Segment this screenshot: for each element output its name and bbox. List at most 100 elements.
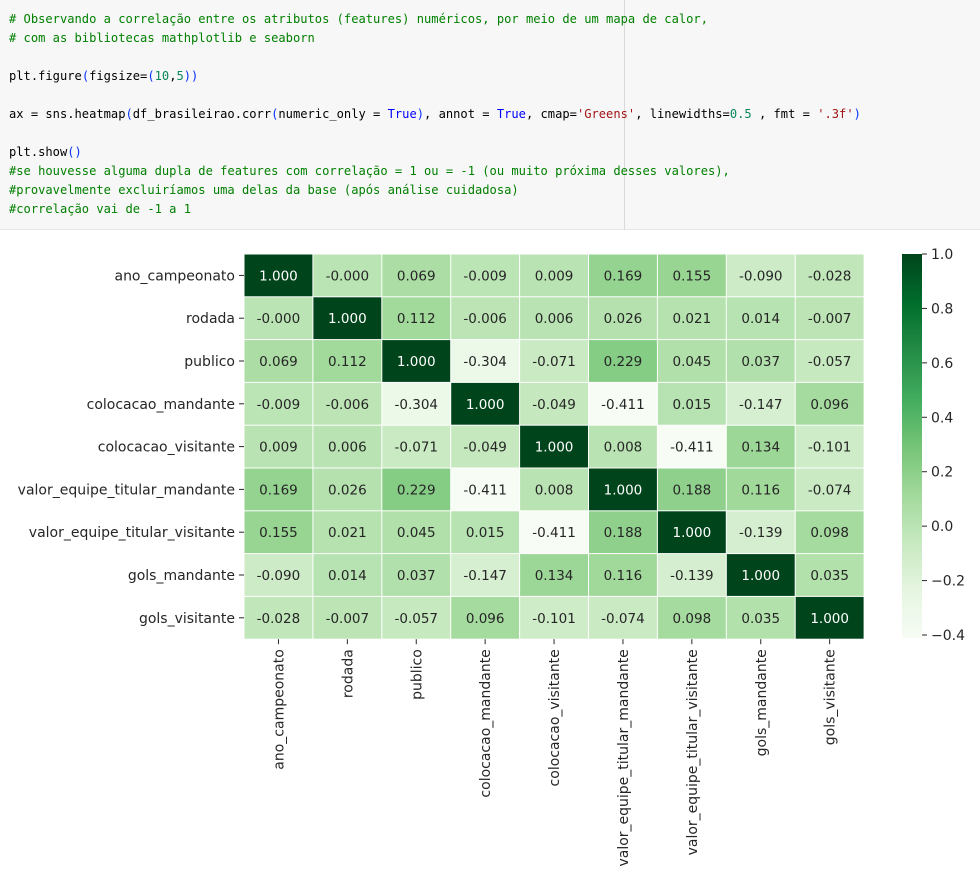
heatmap-cell bbox=[244, 468, 313, 511]
code-token: )) bbox=[183, 69, 199, 83]
cell-annotation: 1.000 bbox=[741, 568, 780, 584]
y-tick-label: rodada bbox=[186, 311, 235, 327]
heatmap-cell bbox=[657, 554, 726, 596]
cell-annotation: 0.155 bbox=[673, 268, 712, 284]
cell-annotation: -0.411 bbox=[601, 397, 645, 413]
cell-annotation: -0.139 bbox=[739, 525, 783, 541]
cell-annotation: 0.096 bbox=[466, 611, 505, 627]
cell-annotation: -0.304 bbox=[394, 397, 438, 413]
heatmap-cell bbox=[795, 468, 864, 511]
heatmap-cells: 1.000 -0.000 0.069 -0.009 0.009 0.169 0.155 -0.… bbox=[244, 254, 864, 639]
x-tick-label: gols_visitante bbox=[823, 649, 839, 745]
cell-annotation: 0.188 bbox=[673, 482, 712, 498]
cell-annotation: -0.147 bbox=[739, 397, 783, 413]
cell-annotation: 1.000 bbox=[604, 482, 643, 498]
code-token: ( bbox=[147, 69, 155, 83]
heatmap-cell bbox=[244, 254, 313, 297]
cell-annotation: -0.411 bbox=[463, 482, 507, 498]
cell-annotation: 0.037 bbox=[741, 354, 780, 370]
cell-annotation: -0.101 bbox=[532, 611, 576, 627]
code-line: #se houvesse alguma dupla de features co… bbox=[9, 164, 730, 178]
cell-annotation: -0.090 bbox=[739, 268, 783, 284]
heatmap-cell bbox=[244, 297, 313, 340]
heatmap-cell bbox=[726, 425, 795, 468]
cell-annotation: 0.169 bbox=[604, 268, 643, 284]
code-token: 'Greens' bbox=[576, 107, 636, 121]
cell-annotation: -0.028 bbox=[808, 268, 852, 284]
code-token: #se houvesse alguma dupla de features co… bbox=[9, 164, 730, 178]
heatmap-cell bbox=[451, 340, 520, 382]
cell-annotation: -0.147 bbox=[463, 568, 507, 584]
heatmap-cell bbox=[795, 254, 864, 297]
code-line: plt.figure(figsize=(10,5)) bbox=[9, 69, 198, 83]
colorbar-gradient bbox=[902, 254, 922, 638]
heatmap-cell bbox=[657, 297, 726, 340]
code-token: # Observando a correlação entre os atrib… bbox=[9, 12, 708, 26]
heatmap-cell bbox=[589, 468, 657, 511]
cell-annotation: 0.116 bbox=[741, 482, 780, 498]
x-tick-label: rodada bbox=[340, 649, 356, 698]
heatmap-cell bbox=[451, 468, 520, 511]
code-token: ) bbox=[853, 107, 861, 121]
cell-annotation: -0.139 bbox=[670, 568, 714, 584]
x-tick-label: publico bbox=[409, 649, 425, 700]
cell-annotation: 0.021 bbox=[328, 525, 367, 541]
code-line: plt.show() bbox=[9, 145, 82, 159]
heatmap-cell bbox=[657, 340, 726, 382]
code-editor-text[interactable]: # Observando a correlação entre os atrib… bbox=[9, 10, 861, 219]
cell-annotation: 1.000 bbox=[810, 611, 849, 627]
cell-annotation: 0.229 bbox=[397, 482, 436, 498]
x-tick-label: valor_equipe_titular_visitante bbox=[685, 649, 701, 855]
cell-annotation: -0.006 bbox=[326, 397, 370, 413]
heatmap-cell bbox=[451, 297, 520, 340]
colorbar-tick-label: 0.8 bbox=[931, 301, 953, 317]
code-token: ( bbox=[81, 69, 90, 83]
code-token: '.3f' bbox=[817, 107, 854, 121]
cell-annotation: 1.000 bbox=[535, 440, 574, 456]
code-token: ) bbox=[416, 107, 425, 121]
correlation-heatmap: 1.000 -0.000 0.069 -0.009 0.009 0.169 0.155 -0.… bbox=[18, 247, 965, 867]
cell-annotation: 0.015 bbox=[466, 525, 505, 541]
cell-annotation: 0.116 bbox=[604, 568, 643, 584]
code-cell[interactable]: # Observando a correlação entre os atrib… bbox=[0, 0, 980, 230]
heatmap-cell bbox=[589, 340, 657, 382]
cell-annotation: 0.188 bbox=[604, 525, 643, 541]
cell-annotation: 0.006 bbox=[328, 440, 367, 456]
heatmap-cell bbox=[795, 554, 864, 596]
heatmap-cell bbox=[382, 340, 451, 382]
heatmap-cell bbox=[726, 254, 795, 297]
code-line: #correlação vai de -1 a 1 bbox=[9, 202, 191, 216]
heatmap-cell bbox=[795, 596, 864, 639]
cell-annotation: -0.000 bbox=[326, 268, 370, 284]
heatmap-cell bbox=[795, 297, 864, 340]
cell-annotation: 0.045 bbox=[397, 525, 436, 541]
heatmap-cell bbox=[313, 468, 382, 511]
code-token: True bbox=[387, 107, 417, 121]
cell-annotation: 1.000 bbox=[397, 354, 436, 370]
heatmap-cell bbox=[451, 382, 520, 425]
x-tick-labels: ano_campeonato rodada publico colocacao_man… bbox=[271, 639, 839, 867]
heatmap-cell bbox=[520, 596, 588, 639]
y-tick-label: valor_equipe_titular_visitante bbox=[29, 525, 235, 541]
colorbar-tick-label: −0.4 bbox=[931, 628, 965, 644]
cell-annotation: -0.090 bbox=[257, 568, 301, 584]
cell-annotation: -0.049 bbox=[463, 440, 507, 456]
cell-annotation: 0.015 bbox=[673, 397, 712, 413]
code-token: #provavelmente excluiríamos uma delas da… bbox=[9, 183, 519, 197]
cell-annotation: -0.007 bbox=[326, 611, 370, 627]
colorbar-tick-label: 0.4 bbox=[931, 410, 953, 426]
code-token: , cmap= bbox=[525, 107, 577, 121]
cell-annotation: -0.304 bbox=[463, 354, 507, 370]
colorbar-tick-label: 0.0 bbox=[931, 519, 953, 535]
cell-annotation: -0.071 bbox=[394, 440, 438, 456]
heatmap-cell bbox=[657, 254, 726, 297]
code-token: 0.5 bbox=[729, 107, 752, 121]
heatmap-cell bbox=[451, 511, 520, 554]
heatmap-cell bbox=[382, 297, 451, 340]
heatmap-cell bbox=[657, 468, 726, 511]
cell-annotation: -0.007 bbox=[808, 311, 852, 327]
heatmap-cell bbox=[244, 425, 313, 468]
cell-annotation: 1.000 bbox=[259, 268, 298, 284]
heatmap-cell bbox=[451, 596, 520, 639]
